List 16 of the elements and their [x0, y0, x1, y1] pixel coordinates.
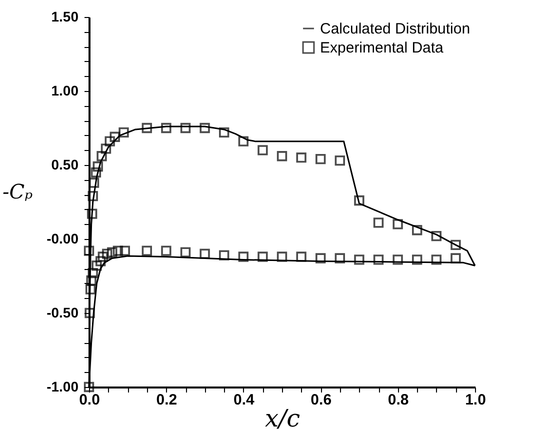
y-tick-label: 1.50	[51, 8, 79, 24]
y-tick-label: -1.00	[46, 378, 79, 394]
x-axis-title: x/c	[264, 404, 300, 432]
legend-label: Calculated Distribution	[320, 20, 470, 38]
x-tick-label: 0.4	[233, 392, 255, 408]
y-tick-label: 1.00	[51, 82, 79, 98]
x-tick-label: 0.6	[310, 392, 332, 408]
x-tick-label: 0.0	[79, 392, 100, 408]
x-tick-label: 0.2	[156, 392, 178, 408]
y-axis-title: -Cₚ	[2, 180, 33, 204]
y-tick-label: -0.50	[46, 304, 79, 320]
y-tick-label: 0.50	[51, 156, 79, 172]
x-tick-label: 1.0	[465, 392, 486, 408]
y-tick-label: -0.00	[46, 230, 79, 246]
legend-label: Experimental Data	[320, 40, 444, 56]
x-tick-label: 0.8	[388, 392, 409, 408]
